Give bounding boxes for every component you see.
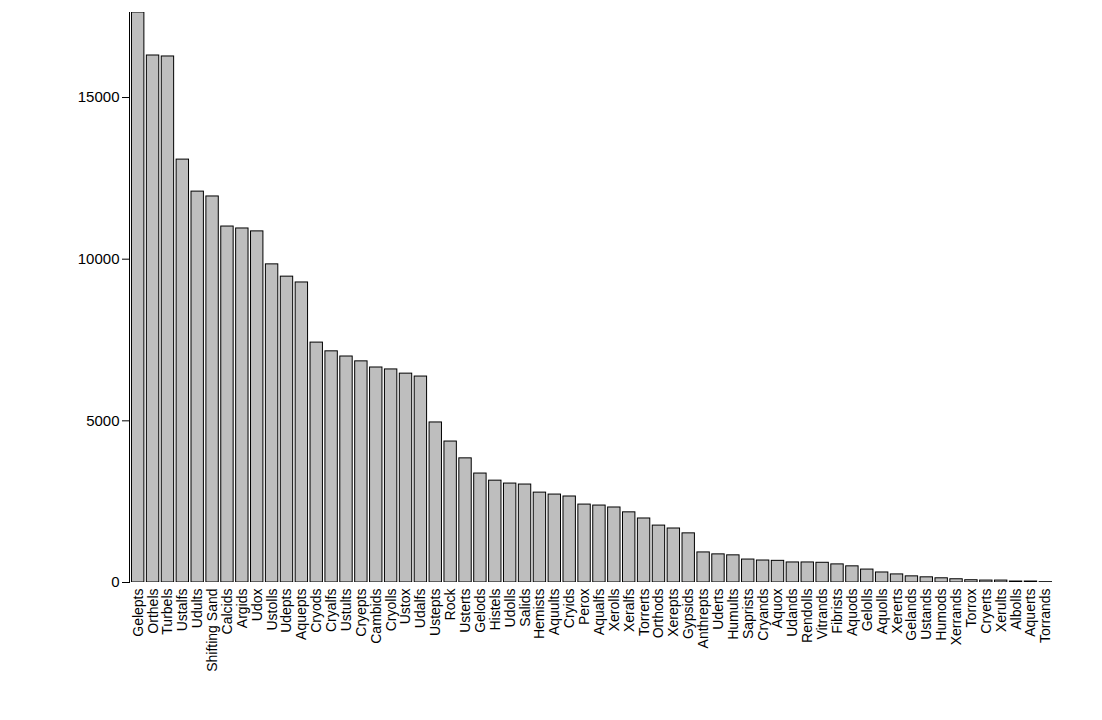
svg-text:Gelands: Gelands	[903, 589, 919, 641]
svg-text:Ustolls: Ustolls	[264, 589, 280, 631]
svg-text:Udults: Udults	[189, 589, 205, 629]
svg-text:Argids: Argids	[234, 589, 250, 629]
svg-text:Rock: Rock	[442, 588, 458, 621]
svg-text:Aquolls: Aquolls	[874, 589, 890, 635]
svg-text:Humods: Humods	[933, 589, 949, 641]
svg-text:Xerrands: Xerrands	[948, 589, 964, 646]
svg-text:Ustalfs: Ustalfs	[174, 589, 190, 632]
svg-text:Gelolls: Gelolls	[859, 589, 875, 632]
svg-text:Gelepts: Gelepts	[130, 589, 146, 637]
svg-text:Torrands: Torrands	[1037, 589, 1053, 643]
svg-text:Fibrists: Fibrists	[829, 589, 845, 634]
svg-text:Cryerts: Cryerts	[978, 589, 994, 634]
svg-text:Xeralfs: Xeralfs	[621, 589, 637, 633]
svg-text:Aquults: Aquults	[546, 589, 562, 636]
svg-text:Cryalfs: Cryalfs	[323, 589, 339, 633]
svg-text:Salids: Salids	[517, 589, 533, 627]
svg-text:Xerults: Xerults	[993, 589, 1009, 633]
svg-text:Rendolls: Rendolls	[799, 589, 815, 643]
svg-text:Aquerts: Aquerts	[1022, 589, 1038, 637]
svg-text:Aqualfs: Aqualfs	[591, 589, 607, 636]
svg-text:Turbels: Turbels	[159, 589, 175, 635]
svg-text:Gypsids: Gypsids	[680, 589, 696, 640]
svg-text:Cryepts: Cryepts	[353, 589, 369, 637]
svg-text:Gelods: Gelods	[472, 589, 488, 633]
svg-text:Udalfs: Udalfs	[412, 589, 428, 629]
svg-text:Cryolls: Cryolls	[383, 589, 399, 632]
svg-text:Cryods: Cryods	[308, 589, 324, 633]
svg-text:Cryands: Cryands	[755, 589, 771, 641]
svg-text:Vitrands: Vitrands	[814, 589, 830, 640]
svg-text:Humults: Humults	[725, 589, 741, 640]
svg-text:Udands: Udands	[784, 589, 800, 637]
svg-text:Xererts: Xererts	[889, 589, 905, 634]
svg-text:Saprists: Saprists	[740, 589, 756, 640]
svg-text:Ustox: Ustox	[397, 589, 413, 625]
svg-text:Udepts: Udepts	[278, 589, 294, 633]
svg-text:Aquox: Aquox	[769, 589, 785, 629]
svg-text:Calcids: Calcids	[219, 589, 235, 635]
svg-text:5000: 5000	[86, 412, 119, 429]
svg-text:Anthrepts: Anthrepts	[695, 589, 711, 649]
svg-text:Udox: Udox	[249, 589, 265, 622]
svg-text:15000: 15000	[78, 88, 120, 105]
svg-text:Shifting Sand: Shifting Sand	[204, 589, 220, 672]
svg-text:Aquods: Aquods	[844, 589, 860, 636]
svg-text:Usterts: Usterts	[457, 589, 473, 633]
svg-text:Cryids: Cryids	[561, 589, 577, 629]
svg-text:Xerolls: Xerolls	[606, 589, 622, 632]
svg-text:Xerepts: Xerepts	[665, 589, 681, 637]
svg-text:10000: 10000	[78, 250, 120, 267]
svg-text:Ustults: Ustults	[338, 589, 354, 632]
svg-text:Orthels: Orthels	[145, 589, 161, 634]
svg-text:0: 0	[111, 573, 119, 590]
svg-text:Histels: Histels	[487, 589, 503, 631]
svg-text:Perox: Perox	[576, 589, 592, 626]
svg-text:Ustands: Ustands	[918, 589, 934, 640]
svg-text:Albolls: Albolls	[1008, 589, 1024, 630]
svg-text:Hemists: Hemists	[531, 589, 547, 640]
svg-text:Torrerts: Torrerts	[636, 589, 652, 636]
svg-text:Orthods: Orthods	[650, 589, 666, 639]
svg-text:Cambids: Cambids	[368, 589, 384, 644]
svg-text:Aquepts: Aquepts	[293, 589, 309, 640]
svg-text:Uderts: Uderts	[710, 589, 726, 630]
svg-text:Torrox: Torrox	[963, 589, 979, 628]
svg-text:Ustepts: Ustepts	[427, 589, 443, 636]
svg-text:Udolls: Udolls	[502, 589, 518, 628]
